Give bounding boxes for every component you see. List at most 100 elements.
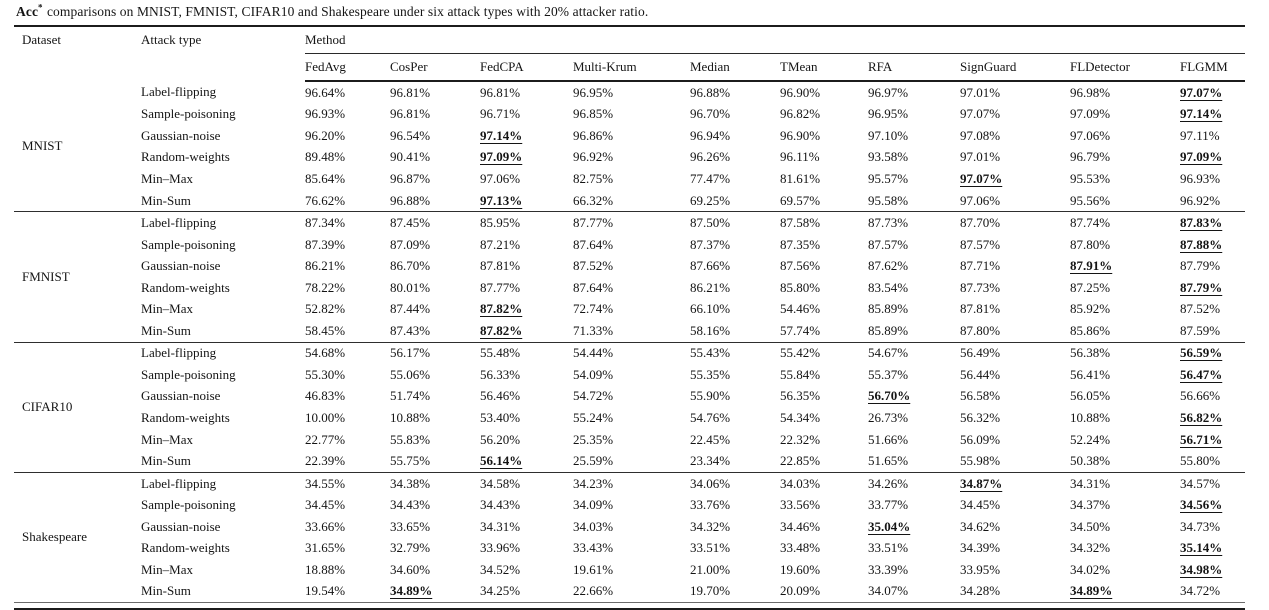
acc-value: 87.09% xyxy=(390,236,431,252)
acc-value: 96.85% xyxy=(573,106,614,122)
acc-value: 96.87% xyxy=(390,170,431,186)
acc-value: 54.76% xyxy=(690,409,731,425)
table-row: Random-weights 89.48% 90.41% 97.09% 96.92% 96… xyxy=(14,147,1245,169)
acc-value: 34.25% xyxy=(480,583,521,599)
acc-value: 96.64% xyxy=(305,84,346,100)
acc-value: 95.57% xyxy=(868,170,909,186)
acc-value: 56.09% xyxy=(960,431,1001,447)
acc-value: 22.85% xyxy=(780,453,821,469)
attack-type-label: Min–Max xyxy=(141,170,193,186)
method-header-median: Median xyxy=(690,53,780,82)
acc-value: 56.49% xyxy=(960,345,1001,361)
table-row: Sample-poisoning 34.45% 34.43% 34.43% 34.09%… xyxy=(14,494,1245,516)
acc-value: 55.83% xyxy=(390,431,431,447)
acc-value: 56.33% xyxy=(480,366,521,382)
acc-value: 97.07% xyxy=(1180,84,1223,100)
attack-type-label: Random-weights xyxy=(141,149,230,165)
acc-value: 87.50% xyxy=(690,215,731,231)
acc-value: 50.38% xyxy=(1070,453,1111,469)
acc-value: 96.11% xyxy=(780,149,820,165)
acc-value: 34.60% xyxy=(390,561,431,577)
table-row: Min-Sum 58.45% 87.43% 87.82% 71.33% 58.16% 57.… xyxy=(14,320,1245,342)
acc-value: 56.58% xyxy=(960,388,1001,404)
attack-type-label: Sample-poisoning xyxy=(141,497,236,513)
acc-value: 54.44% xyxy=(573,345,614,361)
acc-value: 55.75% xyxy=(390,453,431,469)
acc-value: 77.47% xyxy=(690,170,731,186)
attack-type-label: Random-weights xyxy=(141,279,230,295)
acc-value: 85.92% xyxy=(1070,301,1111,317)
table-caption: Acc* comparisons on MNIST, FMNIST, CIFAR1… xyxy=(16,2,1245,20)
acc-value: 96.90% xyxy=(780,127,821,143)
acc-value: 97.06% xyxy=(960,192,1001,208)
table-row: Shakespeare Label-flipping 34.55% 34.38% 34.… xyxy=(14,472,1245,545)
acc-value: 34.52% xyxy=(480,561,521,577)
acc-value: 85.95% xyxy=(480,215,521,231)
acc-value: 78.22% xyxy=(305,279,346,295)
table-row: Random-weights 78.22% 80.01% 87.77% 87.64% 86… xyxy=(14,277,1245,299)
acc-value: 56.05% xyxy=(1070,388,1111,404)
table-row: Min-Sum 19.54% 34.89% 34.25% 22.66% 19.70% 20.… xyxy=(14,581,1245,603)
table-header: Dataset Attack type Method FedAvg CosPer F… xyxy=(14,26,1246,82)
acc-value: 34.23% xyxy=(573,475,614,491)
acc-value: 87.80% xyxy=(960,322,1001,338)
table-row: Gaussian-noise 46.83% 51.74% 56.46% 54.72% 55… xyxy=(14,386,1245,408)
method-header-signguard: SignGuard xyxy=(960,53,1070,82)
acc-value: 21.00% xyxy=(690,561,731,577)
attack-type-label: Min-Sum xyxy=(141,583,191,599)
table-row: Gaussian-noise 86.21% 86.70% 87.81% 87.52% 87… xyxy=(14,255,1245,277)
acc-value: 96.98% xyxy=(1070,84,1111,100)
attack-type-label: Min-Sum xyxy=(141,192,191,208)
acc-value: 87.88% xyxy=(1180,236,1223,252)
acc-value: 10.88% xyxy=(390,409,431,425)
acc-value: 97.07% xyxy=(960,170,1003,186)
dataset-label: FMNIST xyxy=(22,268,70,284)
acc-value: 89.48% xyxy=(305,149,346,165)
acc-value: 34.32% xyxy=(1070,540,1111,556)
acc-value: 87.70% xyxy=(960,215,1001,231)
acc-value: 86.21% xyxy=(305,258,346,274)
acc-value: 87.25% xyxy=(1070,279,1111,295)
dataset-group-fmnist: FMNIST Label-flipping 87.34% 87.45% 85.95% 87… xyxy=(14,211,1246,342)
acc-value: 96.81% xyxy=(390,106,431,122)
acc-value: 58.16% xyxy=(690,322,731,338)
acc-value: 96.26% xyxy=(690,149,731,165)
acc-value: 34.06% xyxy=(690,475,731,491)
caption-acc-label: Acc xyxy=(16,4,39,19)
acc-value: 34.02% xyxy=(1070,561,1111,577)
attack-type-label: Min-Sum xyxy=(141,322,191,338)
table-row: Min–Max 85.64% 96.87% 97.06% 82.75% 77.47% 81.… xyxy=(14,168,1245,190)
acc-value: 96.71% xyxy=(480,106,521,122)
attack-type-label: Gaussian-noise xyxy=(141,388,221,404)
column-header-attack-type: Attack type xyxy=(141,32,202,47)
acc-value: 87.79% xyxy=(1180,258,1221,274)
acc-value: 97.01% xyxy=(960,84,1001,100)
acc-value: 87.82% xyxy=(480,322,523,338)
acc-value: 33.77% xyxy=(868,497,909,513)
attack-type-label: Label-flipping xyxy=(141,345,217,361)
method-header-multi-krum: Multi-Krum xyxy=(573,53,690,82)
acc-value: 55.90% xyxy=(690,388,731,404)
acc-value: 33.39% xyxy=(868,561,909,577)
attack-type-label: Min–Max xyxy=(141,301,193,317)
acc-value: 33.66% xyxy=(305,518,346,534)
attack-type-label: Sample-poisoning xyxy=(141,366,236,382)
acc-value: 87.77% xyxy=(480,279,521,295)
caption-asterisk: * xyxy=(38,2,43,13)
acc-value: 85.89% xyxy=(868,322,909,338)
acc-value: 55.24% xyxy=(573,409,614,425)
acc-value: 96.88% xyxy=(390,192,431,208)
acc-value: 33.48% xyxy=(780,540,821,556)
acc-value: 69.57% xyxy=(780,192,821,208)
acc-value: 34.56% xyxy=(1180,497,1223,513)
attack-type-label: Sample-poisoning xyxy=(141,236,236,252)
dataset-label: Shakespeare xyxy=(22,529,87,545)
acc-value: 97.01% xyxy=(960,149,1001,165)
acc-value: 81.61% xyxy=(780,170,821,186)
acc-value: 34.89% xyxy=(1070,583,1113,599)
acc-value: 97.06% xyxy=(1070,127,1111,143)
acc-value: 22.77% xyxy=(305,431,346,447)
table-row: Sample-poisoning 96.93% 96.81% 96.71% 96.85%… xyxy=(14,104,1245,126)
table-row: Gaussian-noise 96.20% 96.54% 97.14% 96.86% 96… xyxy=(14,125,1245,147)
